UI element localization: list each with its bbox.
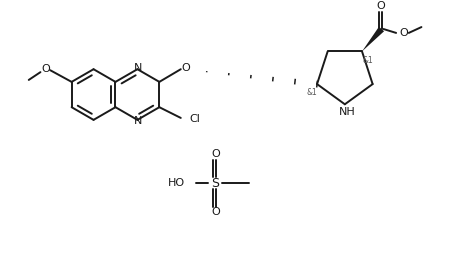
- Text: N: N: [134, 116, 143, 126]
- Text: HO: HO: [168, 178, 185, 188]
- Text: NH: NH: [338, 107, 355, 117]
- Polygon shape: [362, 27, 384, 51]
- Text: N: N: [134, 63, 143, 73]
- Text: O: O: [376, 1, 385, 11]
- Text: O: O: [211, 149, 220, 159]
- Text: S: S: [211, 177, 219, 190]
- Text: &1: &1: [307, 88, 318, 97]
- Text: O: O: [181, 63, 190, 73]
- Text: O: O: [211, 208, 220, 217]
- Text: &1: &1: [362, 56, 373, 65]
- Text: Cl: Cl: [189, 114, 200, 124]
- Text: O: O: [41, 64, 50, 74]
- Text: O: O: [400, 28, 408, 38]
